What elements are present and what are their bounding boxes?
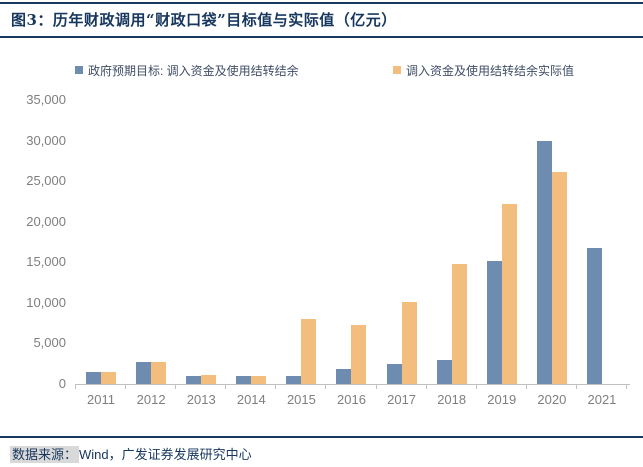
x-axis-tick bbox=[476, 384, 477, 389]
source-note: 数据来源： Wind，广发证券发展研究中心 bbox=[10, 444, 630, 463]
bar-group-2014 bbox=[226, 100, 276, 384]
x-axis-tick bbox=[426, 384, 427, 389]
x-axis-tick bbox=[225, 384, 226, 389]
bar-group-2012 bbox=[126, 100, 176, 384]
bar-target-2015 bbox=[286, 376, 302, 384]
bar-target-2020 bbox=[536, 141, 552, 384]
bar-actual-2013 bbox=[201, 375, 217, 384]
bar-group-2021 bbox=[577, 100, 627, 384]
x-tick-label-2014: 2014 bbox=[236, 392, 266, 407]
bar-group-2017 bbox=[377, 100, 427, 384]
bar-group-2018 bbox=[427, 100, 477, 384]
bar-target-2011 bbox=[86, 372, 102, 384]
bar-actual-2020 bbox=[551, 172, 567, 384]
x-tick-label-2018: 2018 bbox=[437, 392, 467, 407]
y-tick-label-10000: 10,000 bbox=[26, 295, 66, 310]
bar-group-2013 bbox=[176, 100, 226, 384]
x-tick-label-2020: 2020 bbox=[537, 392, 567, 407]
bar-target-2016 bbox=[336, 369, 352, 384]
x-axis-tick bbox=[626, 384, 627, 389]
x-tick-label-2011: 2011 bbox=[87, 392, 116, 407]
bar-actual-2012 bbox=[151, 362, 167, 384]
title-divider bbox=[0, 36, 643, 38]
x-axis-line bbox=[75, 384, 630, 385]
y-tick-label-0: 0 bbox=[58, 376, 66, 391]
bar-target-2021 bbox=[586, 248, 602, 384]
legend-item-actual: 调入资金及使用结转结余实际值 bbox=[393, 62, 574, 78]
bar-group-2011 bbox=[76, 100, 126, 384]
x-axis-tick bbox=[275, 384, 276, 389]
bar-actual-2016 bbox=[351, 325, 367, 384]
bar-actual-2011 bbox=[101, 372, 117, 384]
figure-title: 图3：历年财政调用“财政口袋”目标值与实际值（亿元） bbox=[11, 11, 397, 29]
bar-target-2012 bbox=[136, 362, 152, 384]
x-tick-label-2013: 2013 bbox=[186, 392, 216, 407]
legend-swatch-target-blue bbox=[75, 66, 83, 74]
bar-actual-2019 bbox=[501, 204, 517, 384]
x-axis-tick bbox=[125, 384, 126, 389]
bar-target-2017 bbox=[386, 364, 402, 384]
bar-actual-2017 bbox=[401, 302, 417, 384]
bar-group-2020 bbox=[527, 100, 577, 384]
y-tick-label-20000: 20,000 bbox=[26, 214, 66, 229]
y-tick-label-25000: 25,000 bbox=[26, 173, 66, 188]
bar-actual-2014 bbox=[251, 376, 267, 384]
x-axis-tick bbox=[576, 384, 577, 389]
y-tick-label-35000: 35,000 bbox=[26, 92, 66, 107]
x-axis-tick bbox=[175, 384, 176, 389]
bar-group-2016 bbox=[326, 100, 376, 384]
y-tick-label-15000: 15,000 bbox=[26, 254, 66, 269]
bar-target-2013 bbox=[186, 376, 202, 384]
plot-area bbox=[76, 100, 627, 384]
y-tick-label-5000: 5,000 bbox=[33, 335, 66, 350]
bar-actual-2015 bbox=[301, 319, 317, 384]
x-tick-label-2012: 2012 bbox=[136, 392, 166, 407]
x-tick-label-2019: 2019 bbox=[487, 392, 517, 407]
bar-target-2018 bbox=[436, 360, 452, 384]
x-axis-tick bbox=[325, 384, 326, 389]
x-axis-tick bbox=[75, 384, 76, 389]
bar-target-2019 bbox=[486, 261, 502, 384]
legend-item-target: 政府预期目标: 调入资金及使用结转结余 bbox=[75, 62, 299, 78]
legend-label-target: 政府预期目标: 调入资金及使用结转结余 bbox=[88, 63, 299, 78]
bar-group-2019 bbox=[477, 100, 527, 384]
footer-divider bbox=[0, 436, 643, 438]
x-axis-tick bbox=[526, 384, 527, 389]
legend-swatch-actual-orange bbox=[393, 66, 401, 74]
bar-group-2015 bbox=[276, 100, 326, 384]
x-tick-label-2016: 2016 bbox=[337, 392, 366, 407]
bar-target-2014 bbox=[236, 376, 252, 384]
source-text: Wind，广发证券发展研究中心 bbox=[79, 447, 252, 462]
bar-actual-2018 bbox=[451, 264, 467, 384]
x-tick-label-2015: 2015 bbox=[286, 392, 316, 407]
legend-label-actual: 调入资金及使用结转结余实际值 bbox=[406, 63, 575, 78]
x-tick-label-2017: 2017 bbox=[387, 392, 417, 407]
y-tick-label-30000: 30,000 bbox=[26, 133, 66, 148]
top-divider bbox=[0, 2, 643, 4]
x-tick-label-2021: 2021 bbox=[587, 392, 617, 407]
x-axis-tick bbox=[376, 384, 377, 389]
source-label: 数据来源： bbox=[10, 446, 80, 463]
